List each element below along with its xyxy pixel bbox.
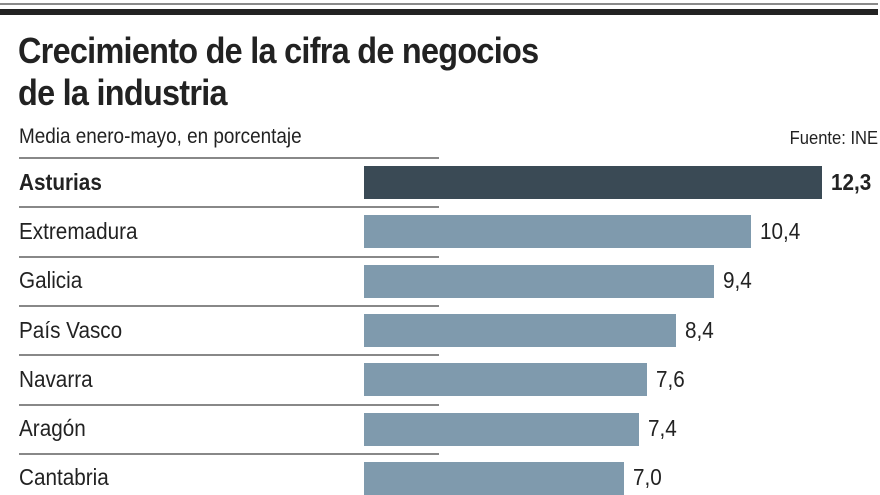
chart-source: Fuente: INE [789, 128, 878, 148]
category-label: País Vasco [19, 316, 123, 343]
row-divider [19, 304, 439, 307]
value-label: 7,4 [648, 415, 678, 442]
header-rule-thin [0, 3, 878, 5]
category-label: Cantabria [19, 464, 109, 491]
category-label: Galicia [19, 267, 83, 294]
bar-extremadura [364, 215, 751, 249]
chart-title: Crecimiento de la cifra de negocios de l… [18, 30, 539, 114]
bar-arag-n [364, 412, 640, 446]
row-divider [19, 206, 439, 209]
value-label: 8,4 [685, 316, 715, 343]
bar-galicia [364, 264, 714, 298]
bar-cantabria [364, 461, 625, 495]
value-label: 12,3 [830, 168, 871, 195]
bar-asturias [364, 166, 822, 200]
header-rule-thick [0, 9, 878, 15]
category-label: Asturias [19, 168, 102, 195]
chart-subtitle: Media enero-mayo, en porcentaje [19, 125, 302, 148]
row-divider [19, 255, 439, 258]
chart-title-line2: de la industria [18, 72, 228, 113]
value-label: 10,4 [759, 217, 801, 244]
bar-navarra [364, 363, 647, 397]
category-label: Navarra [19, 365, 93, 392]
chart-title-line1: Crecimiento de la cifra de negocios [18, 30, 539, 71]
category-label: Aragón [19, 415, 86, 442]
value-label: 9,4 [722, 267, 752, 294]
row-divider [19, 452, 439, 455]
category-label: Extremadura [19, 217, 138, 244]
bar-pa-s-vasco [364, 314, 677, 348]
value-label: 7,0 [633, 464, 663, 491]
row-divider [19, 354, 439, 357]
row-divider [19, 403, 439, 406]
value-label: 7,6 [655, 365, 685, 392]
row-divider [19, 157, 439, 159]
